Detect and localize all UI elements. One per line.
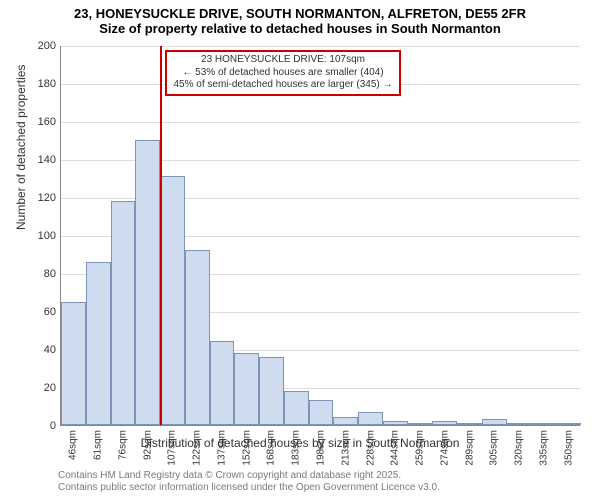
- histogram-bar: [408, 423, 433, 425]
- histogram-bar: [185, 250, 210, 425]
- histogram-bar: [259, 357, 284, 425]
- histogram-bar: [309, 400, 334, 425]
- histogram-bar: [111, 201, 136, 425]
- chart-container: 23, HONEYSUCKLE DRIVE, SOUTH NORMANTON, …: [0, 0, 600, 500]
- y-tick-label: 200: [26, 40, 56, 52]
- y-tick-label: 120: [26, 192, 56, 204]
- footer-attribution: Contains HM Land Registry data © Crown c…: [58, 470, 440, 494]
- footer-line1: Contains HM Land Registry data © Crown c…: [58, 470, 440, 482]
- histogram-bar: [507, 423, 532, 425]
- histogram-bar: [358, 412, 383, 425]
- histogram-bar: [432, 421, 457, 425]
- annotation-line1: 23 HONEYSUCKLE DRIVE: 107sqm: [171, 54, 395, 67]
- annotation-line2: ← 53% of detached houses are smaller (40…: [171, 67, 395, 80]
- gridline: [61, 46, 580, 47]
- chart-area: 02040608010012014016018020046sqm61sqm76s…: [60, 46, 580, 426]
- reference-line: [160, 46, 162, 425]
- histogram-bar: [333, 417, 358, 425]
- annotation-box: 23 HONEYSUCKLE DRIVE: 107sqm← 53% of det…: [165, 50, 401, 96]
- y-tick-label: 180: [26, 78, 56, 90]
- histogram-bar: [135, 140, 160, 425]
- histogram-bar: [531, 423, 556, 425]
- annotation-line3: 45% of semi-detached houses are larger (…: [171, 79, 395, 92]
- histogram-bar: [61, 302, 86, 426]
- histogram-bar: [234, 353, 259, 425]
- histogram-bar: [383, 421, 408, 425]
- y-tick-label: 160: [26, 116, 56, 128]
- plot-region: 02040608010012014016018020046sqm61sqm76s…: [60, 46, 580, 426]
- x-axis-label: Distribution of detached houses by size …: [0, 436, 600, 450]
- histogram-bar: [284, 391, 309, 425]
- y-tick-label: 20: [26, 382, 56, 394]
- histogram-bar: [482, 419, 507, 425]
- y-tick-label: 100: [26, 230, 56, 242]
- histogram-bar: [457, 423, 482, 425]
- histogram-bar: [160, 176, 185, 425]
- y-tick-label: 60: [26, 306, 56, 318]
- footer-line2: Contains public sector information licen…: [58, 482, 440, 494]
- chart-title-line2: Size of property relative to detached ho…: [0, 21, 600, 40]
- histogram-bar: [86, 262, 111, 425]
- chart-title-line1: 23, HONEYSUCKLE DRIVE, SOUTH NORMANTON, …: [0, 0, 600, 21]
- y-tick-label: 0: [26, 420, 56, 432]
- histogram-bar: [210, 341, 235, 425]
- y-tick-label: 40: [26, 344, 56, 356]
- histogram-bar: [556, 423, 581, 425]
- y-tick-label: 80: [26, 268, 56, 280]
- y-tick-label: 140: [26, 154, 56, 166]
- gridline: [61, 122, 580, 123]
